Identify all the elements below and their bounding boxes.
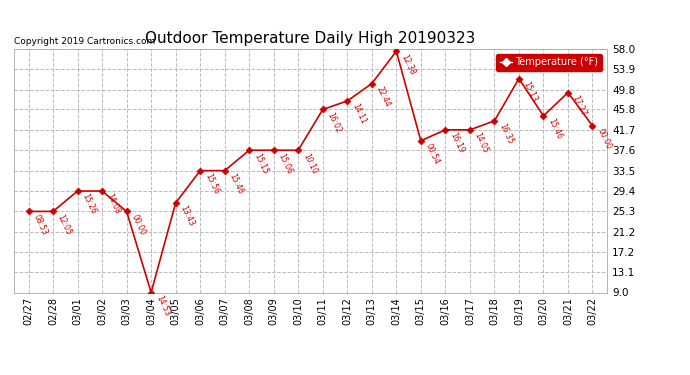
Text: 12:38: 12:38 [399,53,416,76]
Text: 17:27: 17:27 [571,94,588,117]
Text: 16:19: 16:19 [448,131,466,155]
Text: 00:54: 00:54 [424,142,441,166]
Text: 13:43: 13:43 [179,204,196,228]
Text: 14:08: 14:08 [105,192,122,216]
Text: 14:11: 14:11 [350,102,367,126]
Text: 15:46: 15:46 [228,172,245,196]
Text: 00:00: 00:00 [595,127,613,151]
Text: 16:02: 16:02 [326,111,343,134]
Text: 15:06: 15:06 [277,152,294,175]
Text: 15:46: 15:46 [546,117,564,141]
Text: 14:05: 14:05 [473,131,490,155]
Text: 08:53: 08:53 [31,213,49,236]
Text: 16:35: 16:35 [497,122,515,146]
Text: 10:10: 10:10 [301,152,318,175]
Text: 12:05: 12:05 [56,213,73,236]
Legend: Temperature (°F): Temperature (°F) [496,54,602,71]
Text: 15:15: 15:15 [252,152,269,175]
Text: 15:26: 15:26 [80,192,98,216]
Text: 14:53: 14:53 [154,294,171,318]
Text: 15:13: 15:13 [522,80,539,104]
Text: 22:44: 22:44 [375,85,392,108]
Text: 00:00: 00:00 [129,213,147,237]
Title: Outdoor Temperature Daily High 20190323: Outdoor Temperature Daily High 20190323 [146,31,475,46]
Text: 15:56: 15:56 [203,172,220,196]
Text: Copyright 2019 Cartronics.com: Copyright 2019 Cartronics.com [14,38,155,46]
